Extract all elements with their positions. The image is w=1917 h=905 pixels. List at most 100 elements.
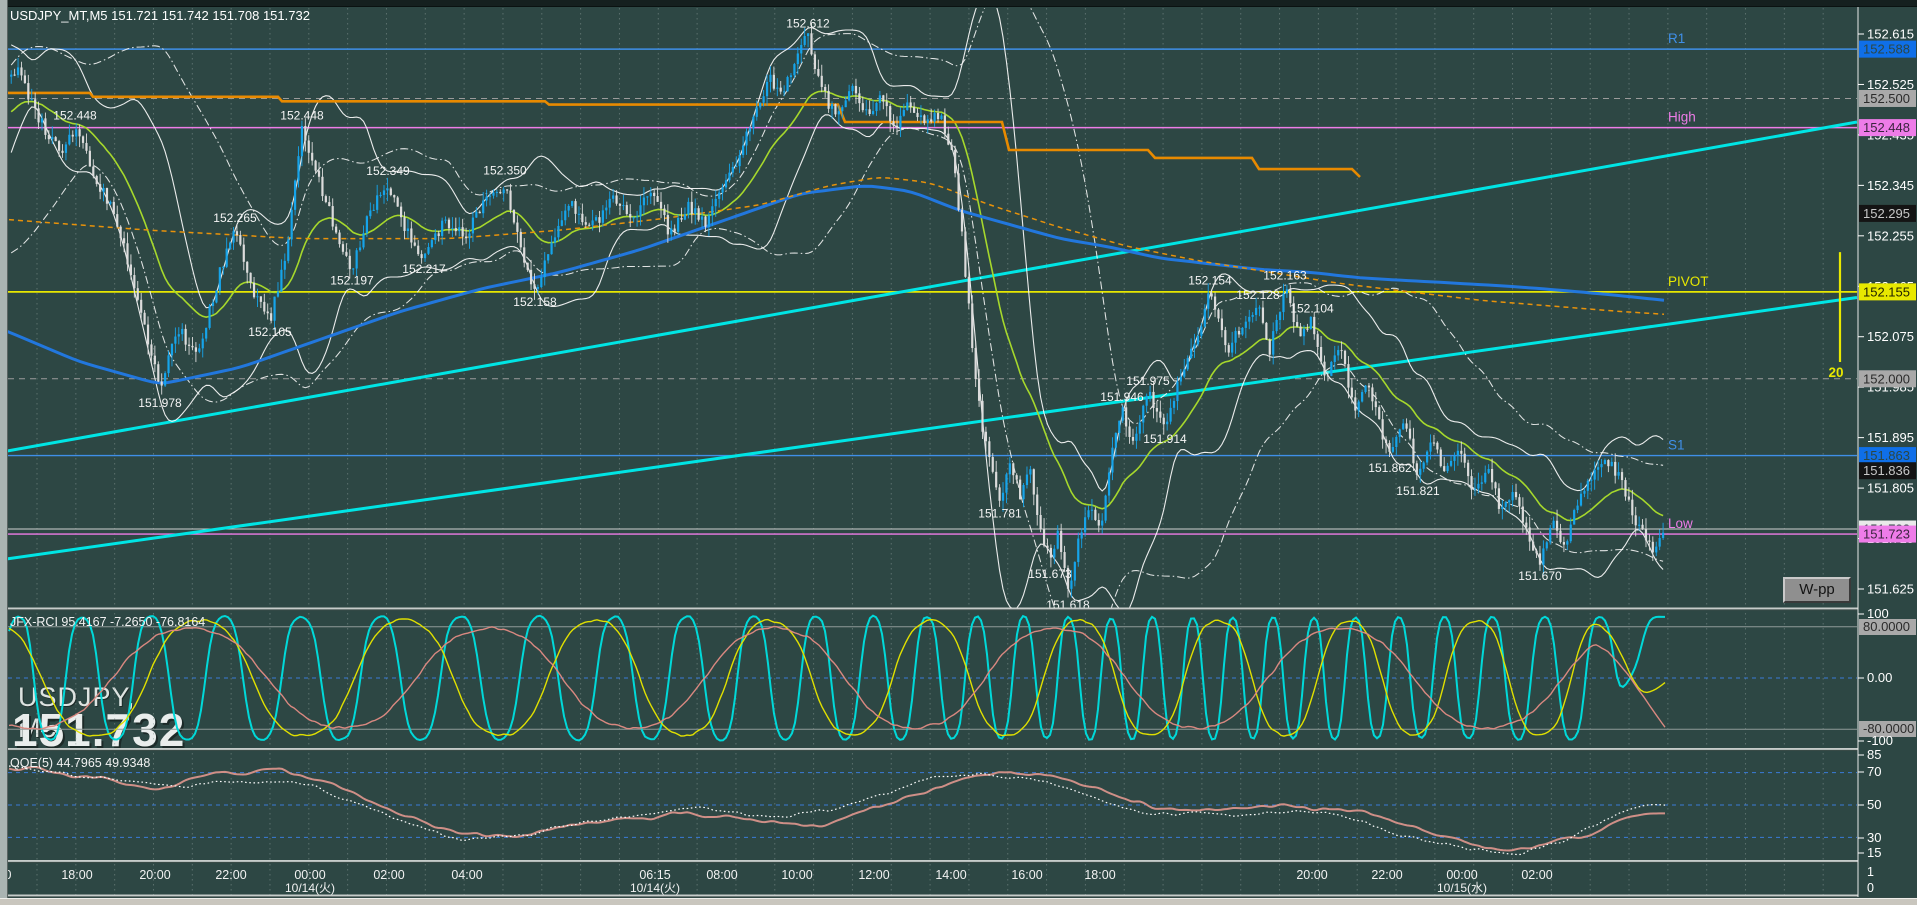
- svg-text:151.625: 151.625: [1867, 581, 1914, 596]
- svg-text:151.914: 151.914: [1143, 432, 1187, 446]
- svg-text:-100: -100: [1867, 733, 1893, 748]
- svg-text:152.154: 152.154: [1188, 273, 1232, 287]
- svg-text:20:00: 20:00: [139, 868, 170, 882]
- pane-separators[interactable]: [0, 607, 1917, 898]
- indicator-lines: [8, 8, 1665, 609]
- svg-text:16:00: 16:00: [1011, 868, 1042, 882]
- svg-text:152.612: 152.612: [786, 17, 830, 31]
- svg-text:152.163: 152.163: [1263, 268, 1307, 282]
- svg-text:PIVOT: PIVOT: [1668, 274, 1709, 289]
- svg-text:00:00: 00:00: [294, 868, 325, 882]
- svg-text:08:00: 08:00: [706, 868, 737, 882]
- svg-text:151.821: 151.821: [1396, 484, 1440, 498]
- svg-text:152.158: 152.158: [513, 295, 557, 309]
- svg-text:151.862: 151.862: [1368, 461, 1412, 475]
- svg-text:151.836: 151.836: [1863, 463, 1910, 478]
- svg-text:152.000: 152.000: [1863, 371, 1910, 386]
- svg-text:10/15(水): 10/15(水): [1437, 881, 1487, 895]
- svg-text:1: 1: [1867, 865, 1874, 879]
- svg-text:S1: S1: [1668, 438, 1685, 453]
- level-name-labels: R1 High PIVOT S1 Low: [1668, 31, 1709, 531]
- rci-pane[interactable]: [8, 626, 1857, 730]
- wpp-button[interactable]: W-pp: [1783, 577, 1851, 603]
- svg-text:151.946: 151.946: [1100, 390, 1144, 404]
- qqe-pane[interactable]: [8, 772, 1857, 838]
- svg-text:151.670: 151.670: [1518, 569, 1562, 583]
- svg-text:152.350: 152.350: [483, 164, 527, 178]
- svg-text:00:00: 00:00: [1446, 868, 1477, 882]
- svg-text:151.781: 151.781: [978, 507, 1022, 521]
- window-bottom-edge: [0, 898, 1917, 905]
- svg-text:152.217: 152.217: [402, 262, 446, 276]
- svg-text:151.975: 151.975: [1126, 374, 1170, 388]
- svg-text:152.345: 152.345: [1867, 178, 1914, 193]
- svg-text:20: 20: [1828, 365, 1843, 380]
- svg-text:100: 100: [1867, 606, 1889, 621]
- pivot-levels: [8, 48, 1857, 535]
- svg-text:151.673: 151.673: [1028, 567, 1072, 581]
- svg-text:10/14(火): 10/14(火): [630, 881, 680, 895]
- svg-text:06:15: 06:15: [639, 868, 670, 882]
- qqe-lines: [8, 765, 1666, 856]
- svg-text:151.723: 151.723: [1863, 527, 1910, 542]
- svg-text:152.448: 152.448: [1863, 120, 1910, 135]
- svg-text:152.075: 152.075: [1867, 329, 1914, 344]
- window-top-edge: [0, 0, 1917, 7]
- svg-text:High: High: [1668, 110, 1696, 125]
- svg-text:152.265: 152.265: [213, 211, 257, 225]
- svg-text:152.615: 152.615: [1867, 27, 1914, 42]
- svg-text:152.155: 152.155: [1863, 284, 1910, 299]
- price-scale[interactable]: 152.615152.525152.435152.345152.255152.1…: [1857, 0, 1917, 897]
- svg-text:04:00: 04:00: [451, 868, 482, 882]
- window-left-edge: [0, 0, 8, 905]
- svg-text:Low: Low: [1668, 516, 1693, 531]
- svg-text:151.978: 151.978: [138, 396, 182, 410]
- svg-text:151.863: 151.863: [1863, 448, 1910, 463]
- svg-text:22:00: 22:00: [215, 868, 246, 882]
- rci-lines: [8, 614, 1666, 742]
- svg-text:02:00: 02:00: [1521, 868, 1552, 882]
- svg-text:30: 30: [1867, 830, 1881, 845]
- svg-text:12:00: 12:00: [858, 868, 889, 882]
- svg-text:85: 85: [1867, 747, 1881, 762]
- svg-text:15: 15: [1867, 845, 1881, 860]
- rci-indicator-header: JFX-RCI 95.4167 -7.2650 -76.8164: [10, 615, 206, 629]
- watermark-price: 151.732: [12, 704, 186, 756]
- svg-text:0: 0: [1867, 881, 1874, 895]
- svg-text:80.0000: 80.0000: [1863, 619, 1910, 634]
- svg-text:0.00: 0.00: [1867, 670, 1892, 685]
- svg-text:R1: R1: [1668, 31, 1685, 46]
- trendlines[interactable]: [0, 120, 1858, 562]
- svg-text:152.105: 152.105: [248, 325, 292, 339]
- svg-text:02:00: 02:00: [373, 868, 404, 882]
- svg-text:14:00: 14:00: [935, 868, 966, 882]
- svg-text:151.895: 151.895: [1867, 430, 1914, 445]
- svg-text:152.349: 152.349: [366, 164, 410, 178]
- svg-text:10/14(火): 10/14(火): [285, 881, 335, 895]
- grid-lines: [36, 8, 1824, 895]
- svg-text:-80.0000: -80.0000: [1863, 721, 1914, 736]
- qqe-indicator-header: QQE(5) 44.7965 49.9348: [10, 756, 151, 770]
- svg-text:0: 0: [5, 868, 12, 882]
- svg-text:152.525: 152.525: [1867, 77, 1914, 92]
- svg-text:151.805: 151.805: [1867, 481, 1914, 496]
- svg-text:18:00: 18:00: [1084, 868, 1115, 882]
- svg-text:152.448: 152.448: [280, 109, 324, 123]
- swing-price-labels: 152.448 151.978 152.265 152.105 152.448 152.1…: [53, 17, 1562, 612]
- svg-text:152.295: 152.295: [1863, 206, 1910, 221]
- measure-tool[interactable]: 20: [1828, 252, 1844, 380]
- svg-text:22:00: 22:00: [1371, 868, 1402, 882]
- svg-text:152.104: 152.104: [1290, 301, 1334, 315]
- chart-header: USDJPY_MT,M5 151.721 151.742 151.708 151…: [10, 8, 310, 23]
- candlesticks: [10, 22, 1665, 598]
- svg-text:152.448: 152.448: [53, 109, 97, 123]
- svg-text:18:00: 18:00: [61, 868, 92, 882]
- chart-header-text: USDJPY_MT,M5 151.721 151.742 151.708 151…: [10, 8, 310, 23]
- svg-text:50: 50: [1867, 797, 1881, 812]
- svg-text:152.197: 152.197: [330, 273, 374, 287]
- svg-text:152.500: 152.500: [1863, 91, 1910, 106]
- svg-text:70: 70: [1867, 764, 1881, 779]
